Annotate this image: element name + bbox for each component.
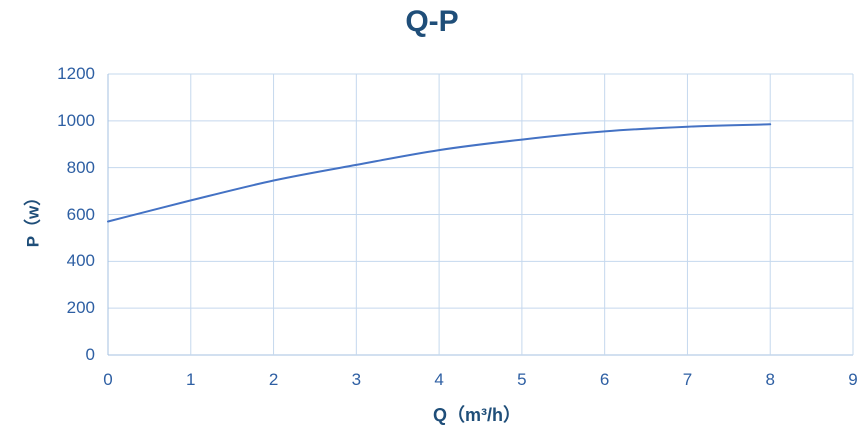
- y-tick-label: 1200: [57, 64, 95, 83]
- y-tick-label: 600: [66, 204, 95, 224]
- x-tick-label: 7: [682, 370, 693, 389]
- y-tick-label: 1000: [57, 110, 95, 130]
- x-tick-label: 6: [599, 370, 610, 389]
- x-tick-label: 1: [186, 370, 196, 389]
- x-tick-label: 5: [517, 370, 527, 389]
- x-tick-label: 9: [848, 370, 858, 389]
- p-series-curve: [107, 123, 772, 223]
- y-tick-label: 200: [66, 298, 95, 318]
- x-tick-label: 0: [103, 370, 113, 389]
- y-tick-label: 0: [85, 345, 95, 364]
- x-tick-label: 2: [268, 370, 279, 389]
- x-tick-label: 3: [351, 370, 362, 389]
- y-tick-label: 400: [66, 251, 95, 271]
- y-tick-label: 800: [66, 157, 95, 177]
- x-tick-label: 4: [434, 370, 444, 389]
- x-tick-label: 8: [765, 370, 775, 389]
- chart-title: Q-P: [405, 5, 459, 38]
- x-axis-label: Q（m³/h）: [433, 405, 521, 425]
